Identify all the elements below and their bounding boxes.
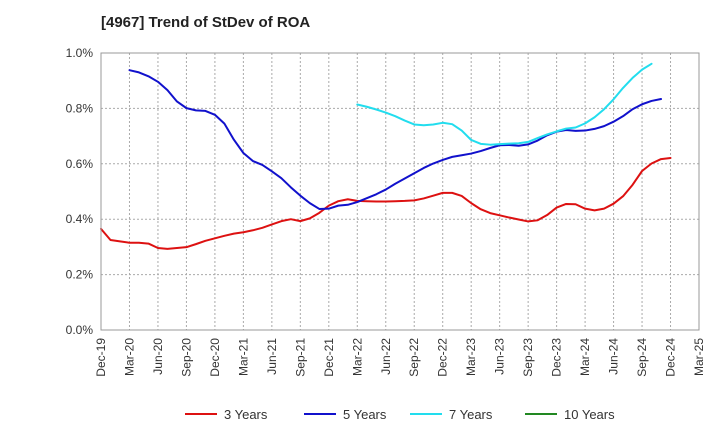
x-tick-label: Mar-24 (578, 338, 592, 376)
x-tick-label: Mar-23 (464, 338, 478, 376)
series-line-7-years (356, 62, 653, 146)
y-tick-label: 0.6% (66, 157, 94, 171)
plot-frame (100, 52, 700, 331)
x-tick-label: Sep-23 (521, 338, 535, 377)
x-tick-label: Jun-22 (379, 338, 393, 375)
legend-label: 10 Years (564, 407, 615, 422)
legend-label: 5 Years (343, 407, 387, 422)
x-tick-label: Mar-21 (236, 338, 250, 376)
x-tick-label: Dec-21 (322, 338, 336, 377)
x-tick-label: Sep-24 (635, 338, 649, 377)
x-tick-label: Mar-25 (692, 338, 706, 376)
x-tick-label: Mar-20 (122, 338, 136, 376)
y-axis-tick-labels: 0.0% 0.2% 0.4% 0.6% 0.8% 1.0% (66, 46, 94, 337)
x-tick-label: Sep-22 (407, 338, 421, 377)
series-layer (100, 62, 672, 250)
x-tick-label: Mar-22 (350, 338, 364, 376)
x-tick-label: Dec-20 (208, 338, 222, 377)
y-tick-label: 1.0% (66, 46, 94, 60)
x-tick-label: Sep-20 (179, 338, 193, 377)
legend: 3 Years 5 Years 7 Years 10 Years (185, 407, 615, 422)
series-line-3-years (100, 156, 672, 250)
x-tick-label: Jun-20 (151, 338, 165, 375)
y-tick-label: 0.4% (66, 212, 94, 226)
plot-background (101, 53, 699, 330)
y-tick-label: 0.2% (66, 268, 94, 282)
x-tick-label: Jun-23 (493, 338, 507, 375)
x-tick-label: Jun-21 (265, 338, 279, 375)
x-tick-label: Sep-21 (293, 338, 307, 377)
x-axis-tick-labels: Dec-19 Mar-20 Jun-20 Sep-20 Dec-20 Mar-21 Jun-… (94, 338, 706, 377)
y-tick-label: 0.0% (66, 323, 94, 337)
x-tick-label: Jun-24 (607, 338, 621, 375)
legend-label: 3 Years (224, 407, 268, 422)
y-tick-label: 0.8% (66, 101, 94, 115)
series-line-5-years (128, 69, 663, 210)
x-tick-label: Dec-19 (94, 338, 108, 377)
chart-title: [4967] Trend of StDev of ROA (101, 14, 311, 31)
x-tick-label: Dec-22 (436, 338, 450, 377)
x-tick-label: Dec-23 (550, 338, 564, 377)
x-tick-label: Dec-24 (664, 338, 678, 377)
legend-label: 7 Years (449, 407, 493, 422)
